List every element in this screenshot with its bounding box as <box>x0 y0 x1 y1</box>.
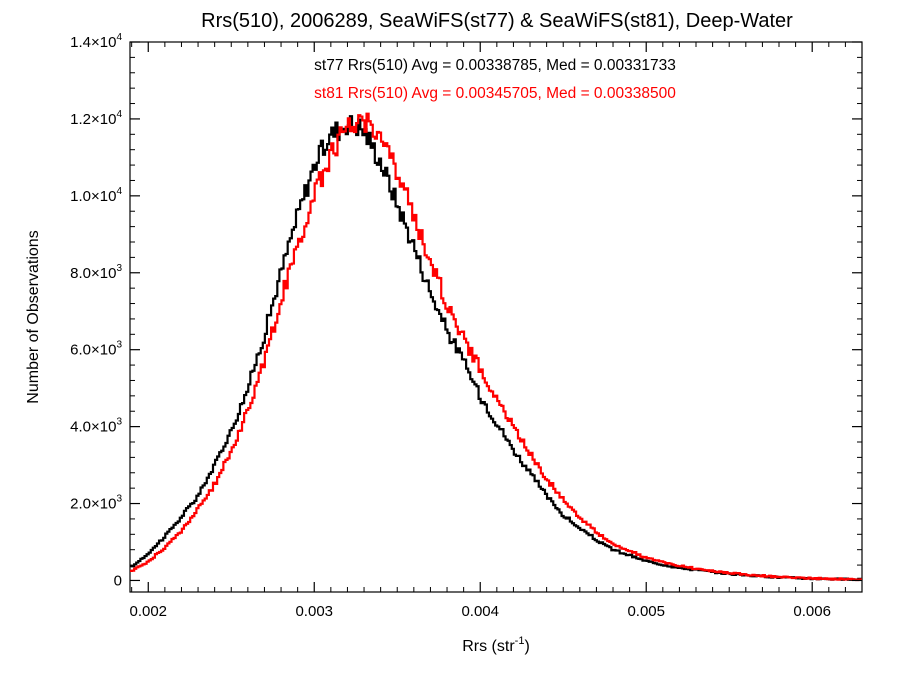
annotation-st81: st81 Rrs(510) Avg = 0.00345705, Med = 0.… <box>314 85 676 102</box>
series-1-line <box>130 112 862 582</box>
annotation-st77: st77 Rrs(510) Avg = 0.00338785, Med = 0.… <box>314 57 676 74</box>
series-layer <box>130 112 862 582</box>
y-tick-label: 0 <box>114 572 122 589</box>
y-tick-label: 1.0×104 <box>70 186 122 205</box>
plot-frame <box>129 41 863 593</box>
x-axis-label-sup: -1 <box>515 635 525 647</box>
x-axis-ticks: 0.002 0.003 0.004 0.005 0.006 <box>129 42 863 620</box>
x-tick-label: 0.005 <box>627 603 665 620</box>
x-tick-label: 0.004 <box>461 603 499 620</box>
y-axis-label: Number of Observations <box>25 230 42 403</box>
y-tick-label: 6.0×103 <box>70 340 122 359</box>
x-tick-label: 0.003 <box>295 603 333 620</box>
y-tick-label: 1.2×104 <box>70 109 122 128</box>
y-tick-label: 4.0×103 <box>70 417 122 436</box>
x-axis-label-base: Rrs (str <box>462 638 515 655</box>
x-axis-label: Rrs (str-1) <box>462 635 530 655</box>
chart-title: Rrs(510), 2006289, SeaWiFS(st77) & SeaWi… <box>201 10 793 32</box>
y-axis-ticks: 0 2.0×103 4.0×103 6.0×103 8.0×103 1.0×104 1.2×… <box>70 32 862 589</box>
y-tick-label: 1.4×104 <box>70 32 122 51</box>
y-tick-label: 2.0×103 <box>70 494 122 513</box>
x-tick-label: 0.006 <box>793 603 831 620</box>
y-tick-label: 8.0×103 <box>70 263 122 282</box>
x-axis-label-close: ) <box>524 638 529 655</box>
series-0-line <box>130 115 862 581</box>
x-tick-label: 0.002 <box>129 603 167 620</box>
